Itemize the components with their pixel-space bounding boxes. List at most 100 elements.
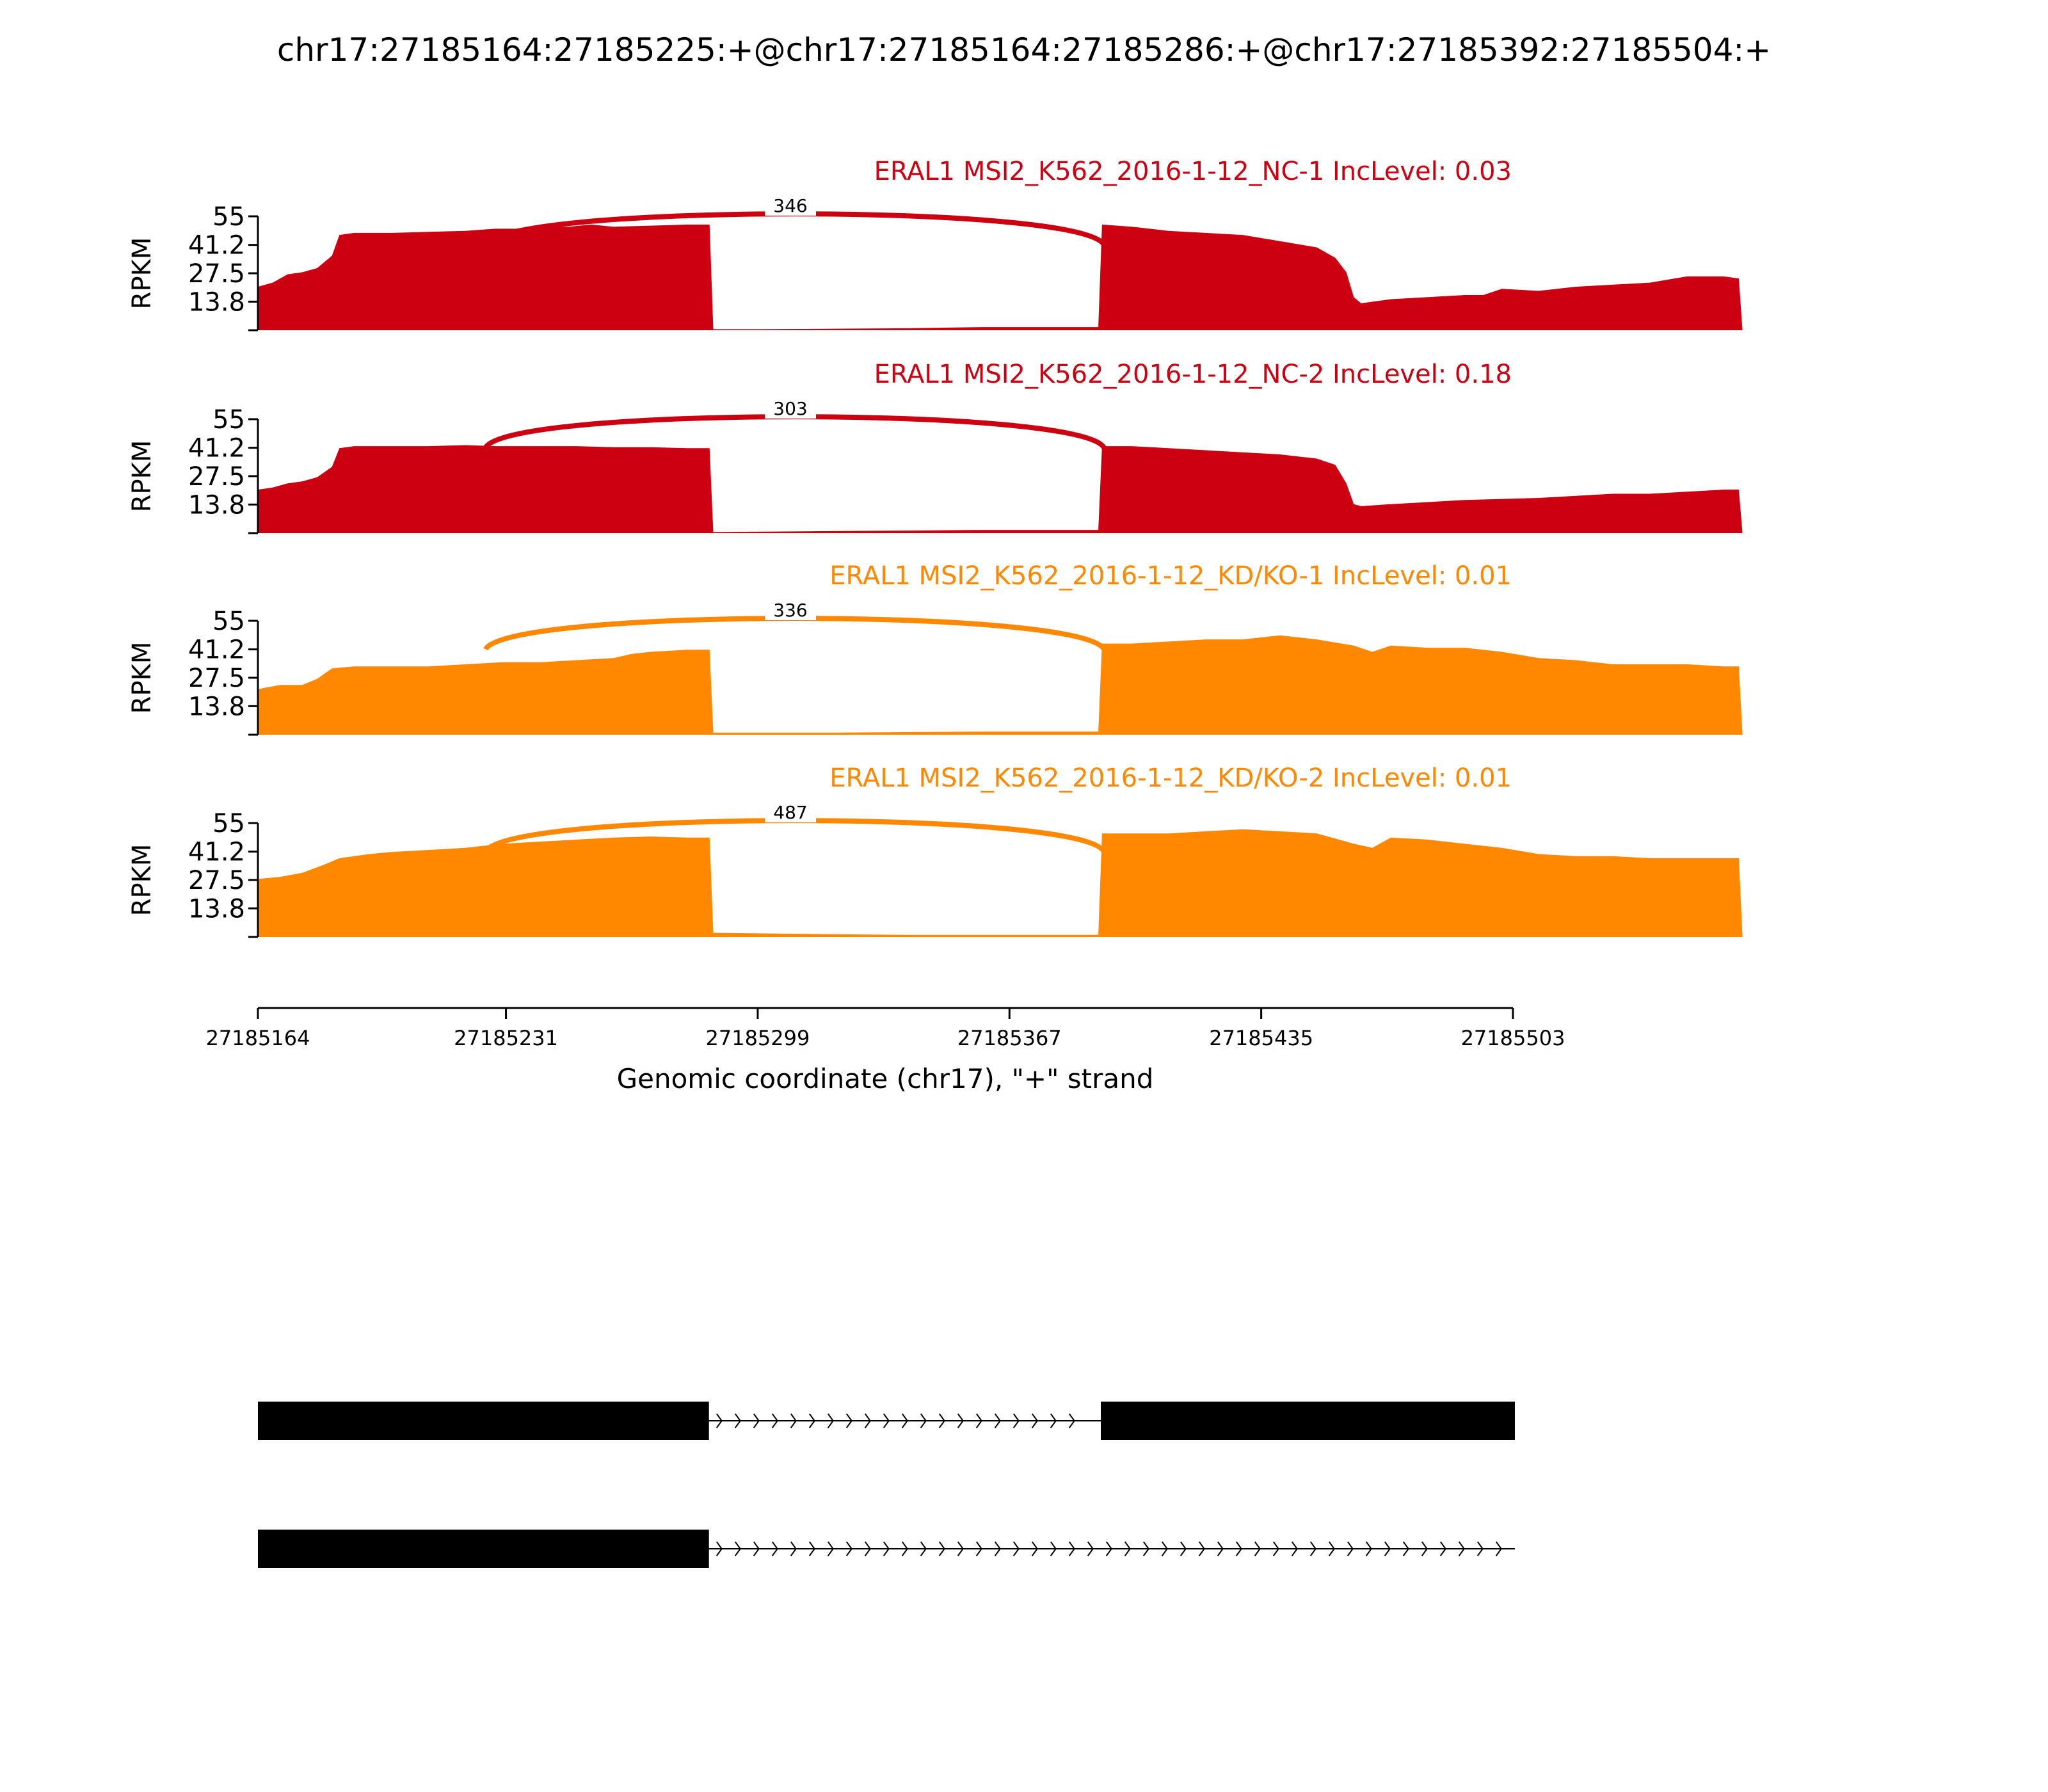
y-axis-label: RPKM [127,440,157,513]
coverage-area [258,829,1743,937]
y-axis-label: RPKM [127,237,157,310]
strand-arrow [1180,1541,1187,1556]
strand-arrow [734,1413,741,1428]
coverage-area [258,224,1743,330]
x-tick-label: 27185164 [206,1026,310,1050]
strand-arrow [957,1541,964,1556]
strand-arrow [753,1413,760,1428]
strand-arrow [957,1413,964,1428]
strand-arrow [716,1541,723,1556]
strand-arrow [975,1541,982,1556]
strand-arrow [901,1413,908,1428]
strand-arrow [1402,1541,1409,1556]
strand-arrow [1476,1541,1484,1556]
junction-label-bg [765,600,816,620]
coverage-panel: 13.827.541.255 RPKM 487 ERAL1 MSI2_K562_201… [127,764,1743,938]
strand-arrow [901,1541,908,1556]
strand-arrow [1161,1541,1168,1556]
strand-arrow [771,1413,778,1428]
y-tick-label: 55 [212,405,245,435]
strand-arrow [883,1541,890,1556]
x-tick-label: 27185435 [1209,1026,1313,1050]
strand-arrow [938,1541,945,1556]
strand-arrow [845,1413,852,1428]
strand-arrow [790,1413,797,1428]
strand-arrow [1050,1541,1057,1556]
x-axis-label: Genomic coordinate (chr17), "+" strand [617,1063,1154,1094]
strand-arrow [1198,1541,1205,1556]
coverage-panel: 13.827.541.255 RPKM 303 ERAL1 MSI2_K562_201… [127,360,1743,534]
strand-arrow [1105,1541,1112,1556]
y-tick-label: 55 [212,809,245,838]
x-tick-label: 27185299 [705,1026,810,1050]
strand-arrow [864,1541,871,1556]
strand-arrow [771,1541,778,1556]
strand-arrow [1031,1413,1038,1428]
strand-arrow [1012,1413,1020,1428]
strand-arrow [1384,1541,1391,1556]
junction-label-bg [765,195,816,216]
strand-arrow [1254,1541,1261,1556]
strand-arrow [1012,1541,1020,1556]
coverage-area [258,445,1743,533]
y-tick-label: 27.5 [188,866,245,895]
y-axis-label: RPKM [127,642,157,714]
exon-box [1101,1402,1515,1440]
panel-title: ERAL1 MSI2_K562_2016-1-12_NC-2 IncLevel:… [874,360,1512,389]
y-axis-label: RPKM [127,844,157,916]
strand-arrow [1495,1541,1502,1556]
strand-arrow [920,1413,927,1428]
y-tick-label: 41.2 [188,434,245,463]
strand-arrow [808,1413,815,1428]
junction-arc [483,616,1107,651]
y-tick-label: 13.8 [188,287,245,317]
y-tick-label: 13.8 [188,490,245,520]
y-tick-label: 27.5 [188,462,245,492]
y-tick-label: 13.8 [188,894,245,924]
strand-arrow [1235,1541,1242,1556]
strand-arrow [1068,1541,1075,1556]
junction-label-bg [765,802,816,822]
x-axis: Genomic coordinate (chr17), "+" strand 2… [206,1007,1565,1094]
strand-arrow [1365,1541,1372,1556]
strand-arrow [734,1541,741,1556]
strand-arrow [1421,1541,1428,1556]
strand-arrow [827,1541,834,1556]
strand-arrow [1050,1413,1057,1428]
strand-arrow [1068,1413,1075,1428]
strand-arrow [1124,1541,1131,1556]
y-tick-label: 27.5 [188,664,245,693]
transcript-track [258,1402,1515,1568]
strand-arrow [1142,1541,1149,1556]
y-tick-label: 41.2 [188,838,245,867]
junction-arc [483,414,1107,449]
strand-arrow [920,1541,927,1556]
strand-arrow [1458,1541,1465,1556]
y-tick-label: 13.8 [188,692,245,721]
strand-arrow [716,1413,723,1428]
y-tick-label: 41.2 [188,636,245,665]
strand-arrow [1439,1541,1446,1556]
strand-arrow [975,1413,982,1428]
exon-box [258,1530,709,1568]
strand-arrow [808,1541,815,1556]
junction-count-label: 303 [773,398,807,419]
coverage-area [258,635,1743,735]
panel-title: ERAL1 MSI2_K562_2016-1-12_NC-1 IncLevel:… [874,157,1512,186]
strand-arrow [864,1413,871,1428]
strand-arrow [994,1541,1001,1556]
strand-arrow [1347,1541,1354,1556]
junction-count-label: 336 [773,600,807,621]
y-tick-label: 27.5 [188,259,245,289]
coverage-panel: 13.827.541.255 RPKM 346 ERAL1 MSI2_K562_201… [127,157,1743,332]
strand-arrow [1217,1541,1224,1556]
panel-title: ERAL1 MSI2_K562_2016-1-12_KD/KO-1 IncLev… [829,561,1512,591]
x-tick-label: 27185231 [454,1026,558,1050]
y-tick-label: 41.2 [188,231,245,260]
junction-label-bg [765,398,816,419]
x-tick-label: 27185367 [957,1026,1062,1050]
panel-title: ERAL1 MSI2_K562_2016-1-12_KD/KO-2 IncLev… [829,764,1512,793]
strand-arrow [883,1413,890,1428]
junction-count-label: 487 [773,802,807,823]
